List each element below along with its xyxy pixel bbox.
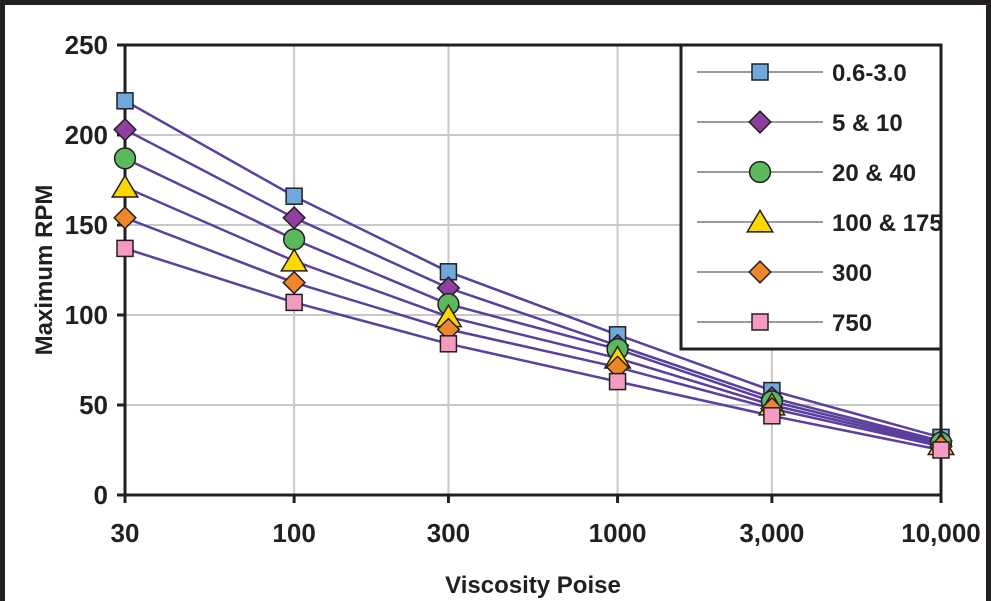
series-line-0-6-3-0	[124, 99, 942, 439]
y-tick-label: 150	[65, 210, 108, 240]
legend-label: 5 & 10	[832, 110, 903, 137]
data-point-5-10	[113, 117, 137, 142]
data-point-100-175	[280, 247, 309, 272]
series-line-300	[124, 216, 942, 448]
legend-label: 750	[832, 310, 872, 337]
data-point-300	[282, 270, 306, 295]
legend-label: 0.6-3.0	[832, 60, 907, 87]
data-point-300	[113, 205, 137, 230]
legend-label: 300	[832, 260, 872, 287]
y-tick-label: 100	[65, 300, 108, 330]
data-point-20-40	[282, 228, 306, 251]
x-axis-title: Viscosity Poise	[445, 572, 621, 599]
data-point-100-175	[110, 174, 140, 198]
y-tick-label: 50	[79, 390, 108, 420]
y-axis-ticks: 0 50 100 150 200 250	[65, 30, 125, 510]
data-point-750	[285, 293, 303, 312]
y-tick-label: 0	[94, 480, 108, 510]
x-axis-ticks: 30 100 300 1000 3,000 10,000	[111, 495, 981, 548]
series-line-100-175	[124, 186, 942, 446]
series-line-750	[124, 247, 942, 452]
data-point-0-6-3-0	[116, 92, 134, 110]
legend-label: 100 & 175	[832, 210, 943, 237]
series-line-5-10	[124, 128, 942, 443]
data-point-750	[608, 372, 627, 391]
x-tick-label: 100	[272, 518, 315, 548]
series-line-20-40	[124, 157, 942, 445]
legend-marker-5-10	[748, 110, 772, 134]
x-tick-label: 30	[111, 518, 140, 548]
legend-marker-300	[748, 260, 772, 284]
legend-marker-100-175	[745, 208, 775, 233]
y-tick-label: 200	[65, 120, 108, 150]
data-point-0-6-3-0	[285, 187, 303, 205]
legend-marker-20-40	[748, 160, 772, 184]
series-lines	[124, 99, 942, 452]
legend-marker-750	[751, 313, 769, 331]
legend-marker-0-6-3-0	[751, 63, 769, 81]
y-tick-label: 250	[65, 30, 108, 60]
data-point-750	[932, 441, 950, 459]
x-tick-label: 300	[427, 518, 470, 548]
x-tick-label: 1000	[589, 518, 647, 548]
y-axis-title: Maximum RPM	[31, 185, 58, 356]
legend: 0.6-3.0 5 & 10 20 & 40 100 & 175 300 750	[679, 43, 943, 351]
data-point-750	[439, 335, 458, 353]
legend-label: 20 & 40	[832, 160, 916, 187]
data-point-750	[116, 239, 134, 258]
data-point-750	[763, 407, 781, 425]
data-point-20-40	[113, 147, 137, 170]
series-markers	[110, 92, 956, 459]
legend-box	[679, 43, 943, 351]
x-tick-label: 3,000	[739, 518, 804, 548]
x-tick-label: 10,000	[901, 518, 981, 548]
